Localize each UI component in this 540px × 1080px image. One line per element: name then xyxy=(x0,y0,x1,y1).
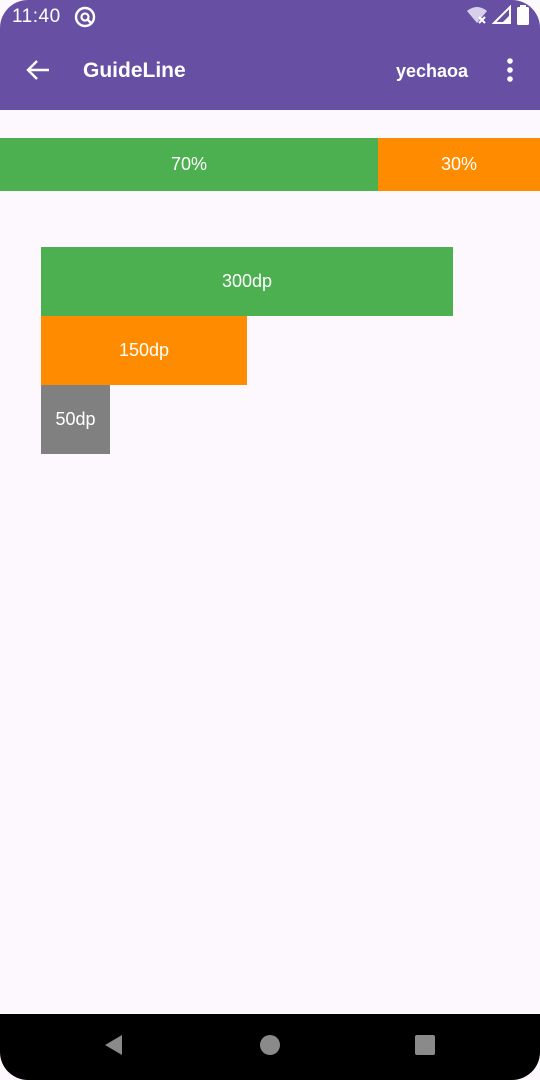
at-sign-icon xyxy=(74,6,96,28)
back-button[interactable] xyxy=(18,52,58,92)
dp-bar-50-label: 50dp xyxy=(55,409,96,429)
nav-back-button[interactable] xyxy=(100,1034,126,1060)
nav-recents-icon xyxy=(414,1034,436,1061)
status-time: 11:40 xyxy=(12,6,61,27)
battery-icon xyxy=(516,4,530,31)
wifi-off-icon xyxy=(466,5,488,30)
app-bar: GuideLine yechaoa xyxy=(0,34,540,110)
percent-bar-70-label: 70% xyxy=(170,154,208,174)
page-title: GuideLine xyxy=(83,59,186,82)
navigation-bar xyxy=(0,1014,540,1080)
dp-bar-300: 300dp xyxy=(41,247,453,316)
menu-action-yechaoa[interactable]: yechaoa xyxy=(395,61,468,81)
dp-bar-50: 50dp xyxy=(41,385,110,454)
arrow-back-icon xyxy=(25,58,51,87)
nav-home-button[interactable] xyxy=(257,1034,283,1060)
nav-back-icon xyxy=(102,1033,124,1062)
dp-bar-150: 150dp xyxy=(41,316,247,385)
status-bar: 11:40 xyxy=(0,0,540,34)
percent-bar-70: 70% xyxy=(0,138,378,191)
signal-icon xyxy=(491,4,512,30)
dp-bar-300-label: 300dp xyxy=(221,271,273,291)
status-icons xyxy=(466,4,530,31)
more-vert-icon xyxy=(506,57,514,88)
percent-bar-30-label: 30% xyxy=(440,154,478,174)
nav-recents-button[interactable] xyxy=(412,1034,438,1060)
dp-bar-150-label: 150dp xyxy=(118,340,170,360)
overflow-menu-button[interactable] xyxy=(494,52,526,92)
nav-home-icon xyxy=(259,1034,281,1061)
percent-row: 70% 30% xyxy=(0,138,540,191)
percent-bar-30: 30% xyxy=(378,138,540,191)
